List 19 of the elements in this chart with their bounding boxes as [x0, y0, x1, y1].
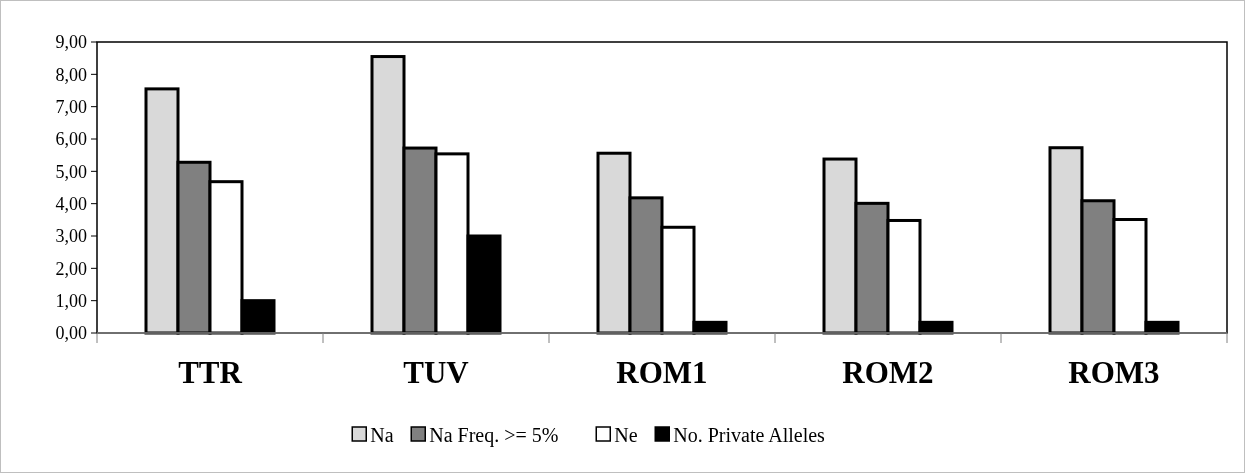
x-tick-label: ROM2: [842, 355, 934, 390]
legend-label: Na: [370, 424, 394, 446]
y-tick-label: 0,00: [55, 323, 87, 344]
y-tick-label: 7,00: [55, 96, 87, 117]
y-tick-label: 8,00: [55, 64, 87, 85]
y-tick-label: 2,00: [55, 258, 87, 279]
y-tick-label: 5,00: [55, 161, 87, 182]
x-tick-label: TUV: [403, 355, 470, 390]
x-tick-label: ROM3: [1068, 355, 1160, 390]
x-tick-label: TTR: [178, 355, 243, 390]
legend-label: No. Private Alleles: [673, 424, 826, 446]
y-tick-label: 9,00: [55, 32, 87, 53]
y-tick-label: 4,00: [55, 193, 87, 214]
legend-label: Na Freq. >= 5%: [429, 424, 559, 447]
y-tick-label: 1,00: [55, 290, 87, 311]
x-tick-label: ROM1: [616, 355, 708, 390]
y-tick-label: 3,00: [55, 226, 87, 247]
legend-label: Ne: [614, 424, 638, 446]
y-tick-label: 6,00: [55, 129, 87, 150]
